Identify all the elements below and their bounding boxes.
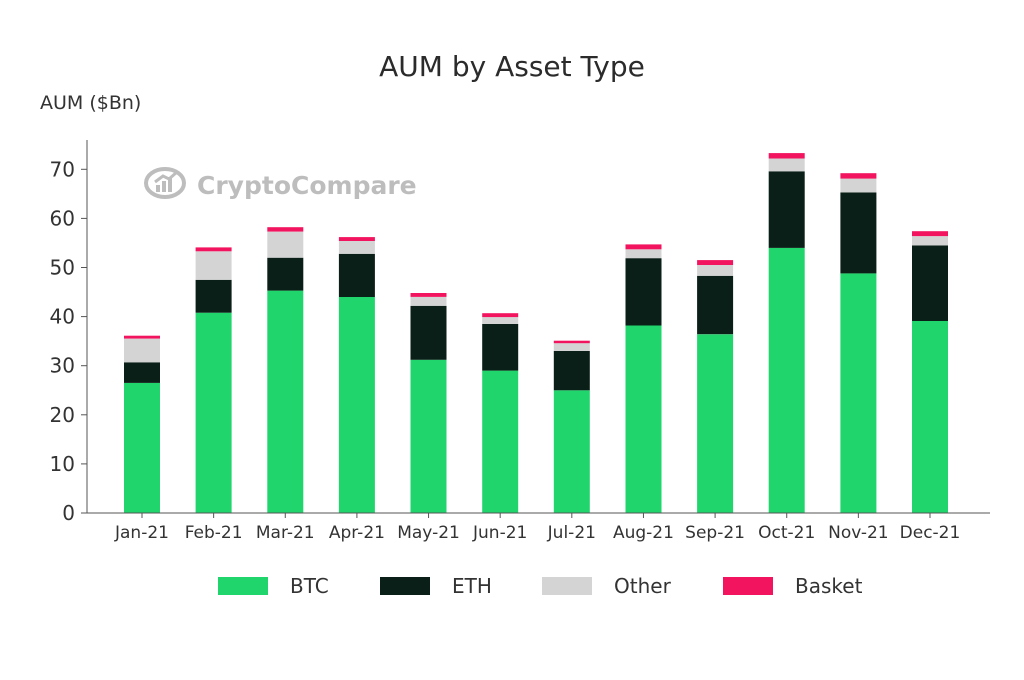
- bar-btc-oct-21: [768, 247, 805, 513]
- bar-basket-jan-21: [124, 335, 160, 339]
- bar-eth-jul-21: [553, 351, 590, 391]
- bar-btc-dec-21: [912, 321, 948, 513]
- bar-other-mar-21: [267, 231, 304, 258]
- bar-eth-may-21: [410, 305, 447, 360]
- bar-btc-sep-21: [697, 334, 734, 513]
- watermark: CryptoCompare: [143, 166, 417, 204]
- bar-btc-mar-21: [267, 290, 304, 513]
- bar-basket-dec-21: [912, 231, 948, 237]
- bar-basket-apr-21: [338, 237, 375, 241]
- bar-btc-nov-21: [840, 273, 877, 513]
- y-tick-label: 70: [50, 157, 75, 181]
- bar-eth-jan-21: [124, 362, 160, 383]
- bar-other-may-21: [410, 297, 447, 306]
- x-tick-label: Mar-21: [256, 523, 315, 543]
- bar-other-feb-21: [195, 251, 232, 280]
- bar-eth-apr-21: [338, 253, 375, 297]
- bar-basket-feb-21: [195, 247, 232, 252]
- bar-other-jul-21: [553, 343, 590, 351]
- chart-title: AUM by Asset Type: [379, 50, 645, 83]
- legend-swatch-btc: [218, 577, 268, 595]
- bar-eth-aug-21: [625, 258, 662, 326]
- x-tick-label: Dec-21: [900, 523, 961, 543]
- bar-btc-jul-21: [553, 390, 590, 514]
- legend-item-other: Other: [542, 574, 671, 598]
- x-tick-label: Jul-21: [547, 523, 596, 543]
- chart-logo-icon: [143, 166, 191, 204]
- y-tick-label: 50: [50, 256, 75, 280]
- bar-btc-jun-21: [482, 370, 519, 513]
- y-tick-label: 0: [62, 501, 75, 525]
- bar-other-apr-21: [338, 241, 375, 254]
- bar-eth-jun-21: [482, 324, 519, 371]
- watermark-text: CryptoCompare: [197, 170, 417, 200]
- y-tick-label: 10: [50, 452, 75, 476]
- x-tick-label: May-21: [397, 523, 460, 543]
- legend-label-btc: BTC: [290, 574, 329, 598]
- bar-btc-feb-21: [195, 312, 232, 513]
- bar-other-jan-21: [124, 338, 160, 363]
- bar-other-aug-21: [625, 249, 662, 259]
- legend-swatch-basket: [723, 577, 773, 595]
- y-tick-label: 30: [50, 354, 75, 378]
- legend-item-btc: BTC: [218, 574, 329, 598]
- bar-basket-mar-21: [267, 227, 304, 232]
- bar-basket-aug-21: [625, 244, 662, 250]
- bar-eth-nov-21: [840, 192, 877, 274]
- x-tick-label: Feb-21: [185, 523, 243, 543]
- x-tick-label: Nov-21: [828, 523, 889, 543]
- bar-btc-aug-21: [625, 325, 662, 513]
- bar-basket-jul-21: [553, 340, 590, 344]
- y-tick-label: 40: [50, 305, 75, 329]
- x-tick-label: Aug-21: [613, 523, 674, 543]
- bar-basket-jun-21: [482, 313, 519, 318]
- bar-basket-nov-21: [840, 173, 877, 179]
- bar-other-nov-21: [840, 178, 877, 193]
- x-tick-label: Jan-21: [114, 523, 169, 543]
- legend: BTC ETH Other Basket: [0, 574, 1024, 604]
- bar-eth-mar-21: [267, 257, 304, 291]
- legend-item-basket: Basket: [723, 574, 862, 598]
- bar-eth-sep-21: [697, 275, 734, 335]
- legend-label-basket: Basket: [795, 574, 863, 598]
- y-axis-label: AUM ($Bn): [40, 92, 142, 114]
- bar-btc-may-21: [410, 359, 447, 513]
- x-tick-label: Oct-21: [758, 523, 815, 543]
- y-tick-label: 20: [50, 403, 75, 427]
- legend-item-eth: ETH: [380, 574, 492, 598]
- bar-btc-apr-21: [338, 297, 375, 513]
- bar-btc-jan-21: [124, 382, 160, 513]
- bar-other-dec-21: [912, 236, 948, 246]
- bar-basket-oct-21: [768, 153, 805, 159]
- bar-eth-dec-21: [912, 245, 948, 321]
- x-tick-label: Jun-21: [472, 523, 527, 543]
- bar-basket-may-21: [410, 293, 447, 297]
- bar-other-sep-21: [697, 265, 734, 276]
- y-tick-label: 60: [50, 206, 75, 230]
- bar-other-oct-21: [768, 158, 805, 172]
- bar-eth-feb-21: [195, 279, 232, 313]
- legend-swatch-other: [542, 577, 592, 595]
- legend-label-other: Other: [614, 574, 671, 598]
- bar-eth-oct-21: [768, 171, 805, 248]
- x-tick-label: Apr-21: [329, 523, 385, 543]
- legend-label-eth: ETH: [452, 574, 492, 598]
- x-tick-label: Sep-21: [685, 523, 745, 543]
- bar-basket-sep-21: [697, 260, 734, 265]
- legend-swatch-eth: [380, 577, 430, 595]
- bar-other-jun-21: [482, 317, 519, 324]
